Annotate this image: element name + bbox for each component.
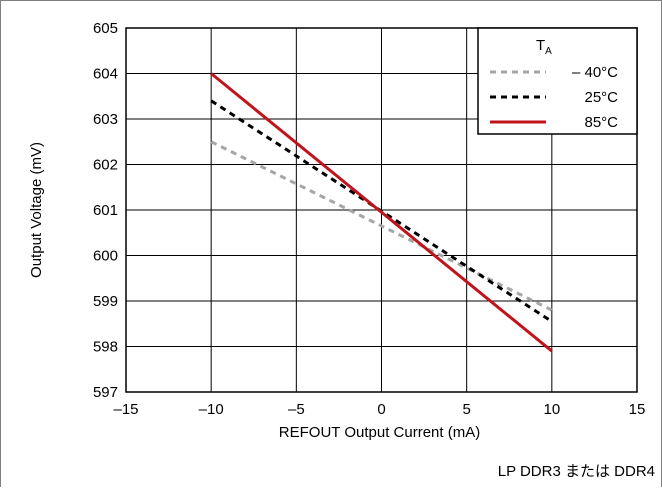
legend-box — [477, 27, 638, 135]
y-axis-title: Output Voltage (mV) — [28, 142, 45, 278]
x-tick-label-5: 10 — [543, 401, 560, 418]
y-tick-label-6: 603 — [93, 111, 118, 128]
y-tick-label-2: 599 — [93, 293, 118, 310]
x-tick-label-6: 15 — [629, 401, 646, 418]
y-tick-label-0: 597 — [93, 384, 118, 401]
series-line-0 — [210, 140, 553, 312]
series-line-2 — [210, 72, 553, 353]
chart-caption: LP DDR3 または DDR4 — [497, 463, 655, 480]
x-tick-label-3: 0 — [377, 401, 385, 418]
x-tick-label-2: –5 — [288, 401, 305, 418]
legend-label-0: – 40°C — [572, 64, 618, 81]
x-tick-label-1: –10 — [199, 401, 224, 418]
y-tick-label-3: 600 — [93, 248, 118, 265]
y-tick-label-1: 598 — [93, 339, 118, 356]
y-tick-label-8: 605 — [93, 20, 118, 37]
legend-title-subscript: A — [545, 46, 552, 57]
x-axis-title: REFOUT Output Current (mA) — [279, 424, 480, 441]
y-tick-label-7: 604 — [93, 66, 118, 83]
y-tick-label-5: 602 — [93, 157, 118, 174]
y-tick-label-4: 601 — [93, 202, 118, 219]
legend-label-2: 85°C — [584, 114, 618, 131]
x-tick-label-0: –15 — [113, 401, 138, 418]
plot-border — [125, 27, 638, 393]
legend-label-1: 25°C — [584, 89, 618, 106]
x-tick-label-4: 5 — [462, 401, 470, 418]
